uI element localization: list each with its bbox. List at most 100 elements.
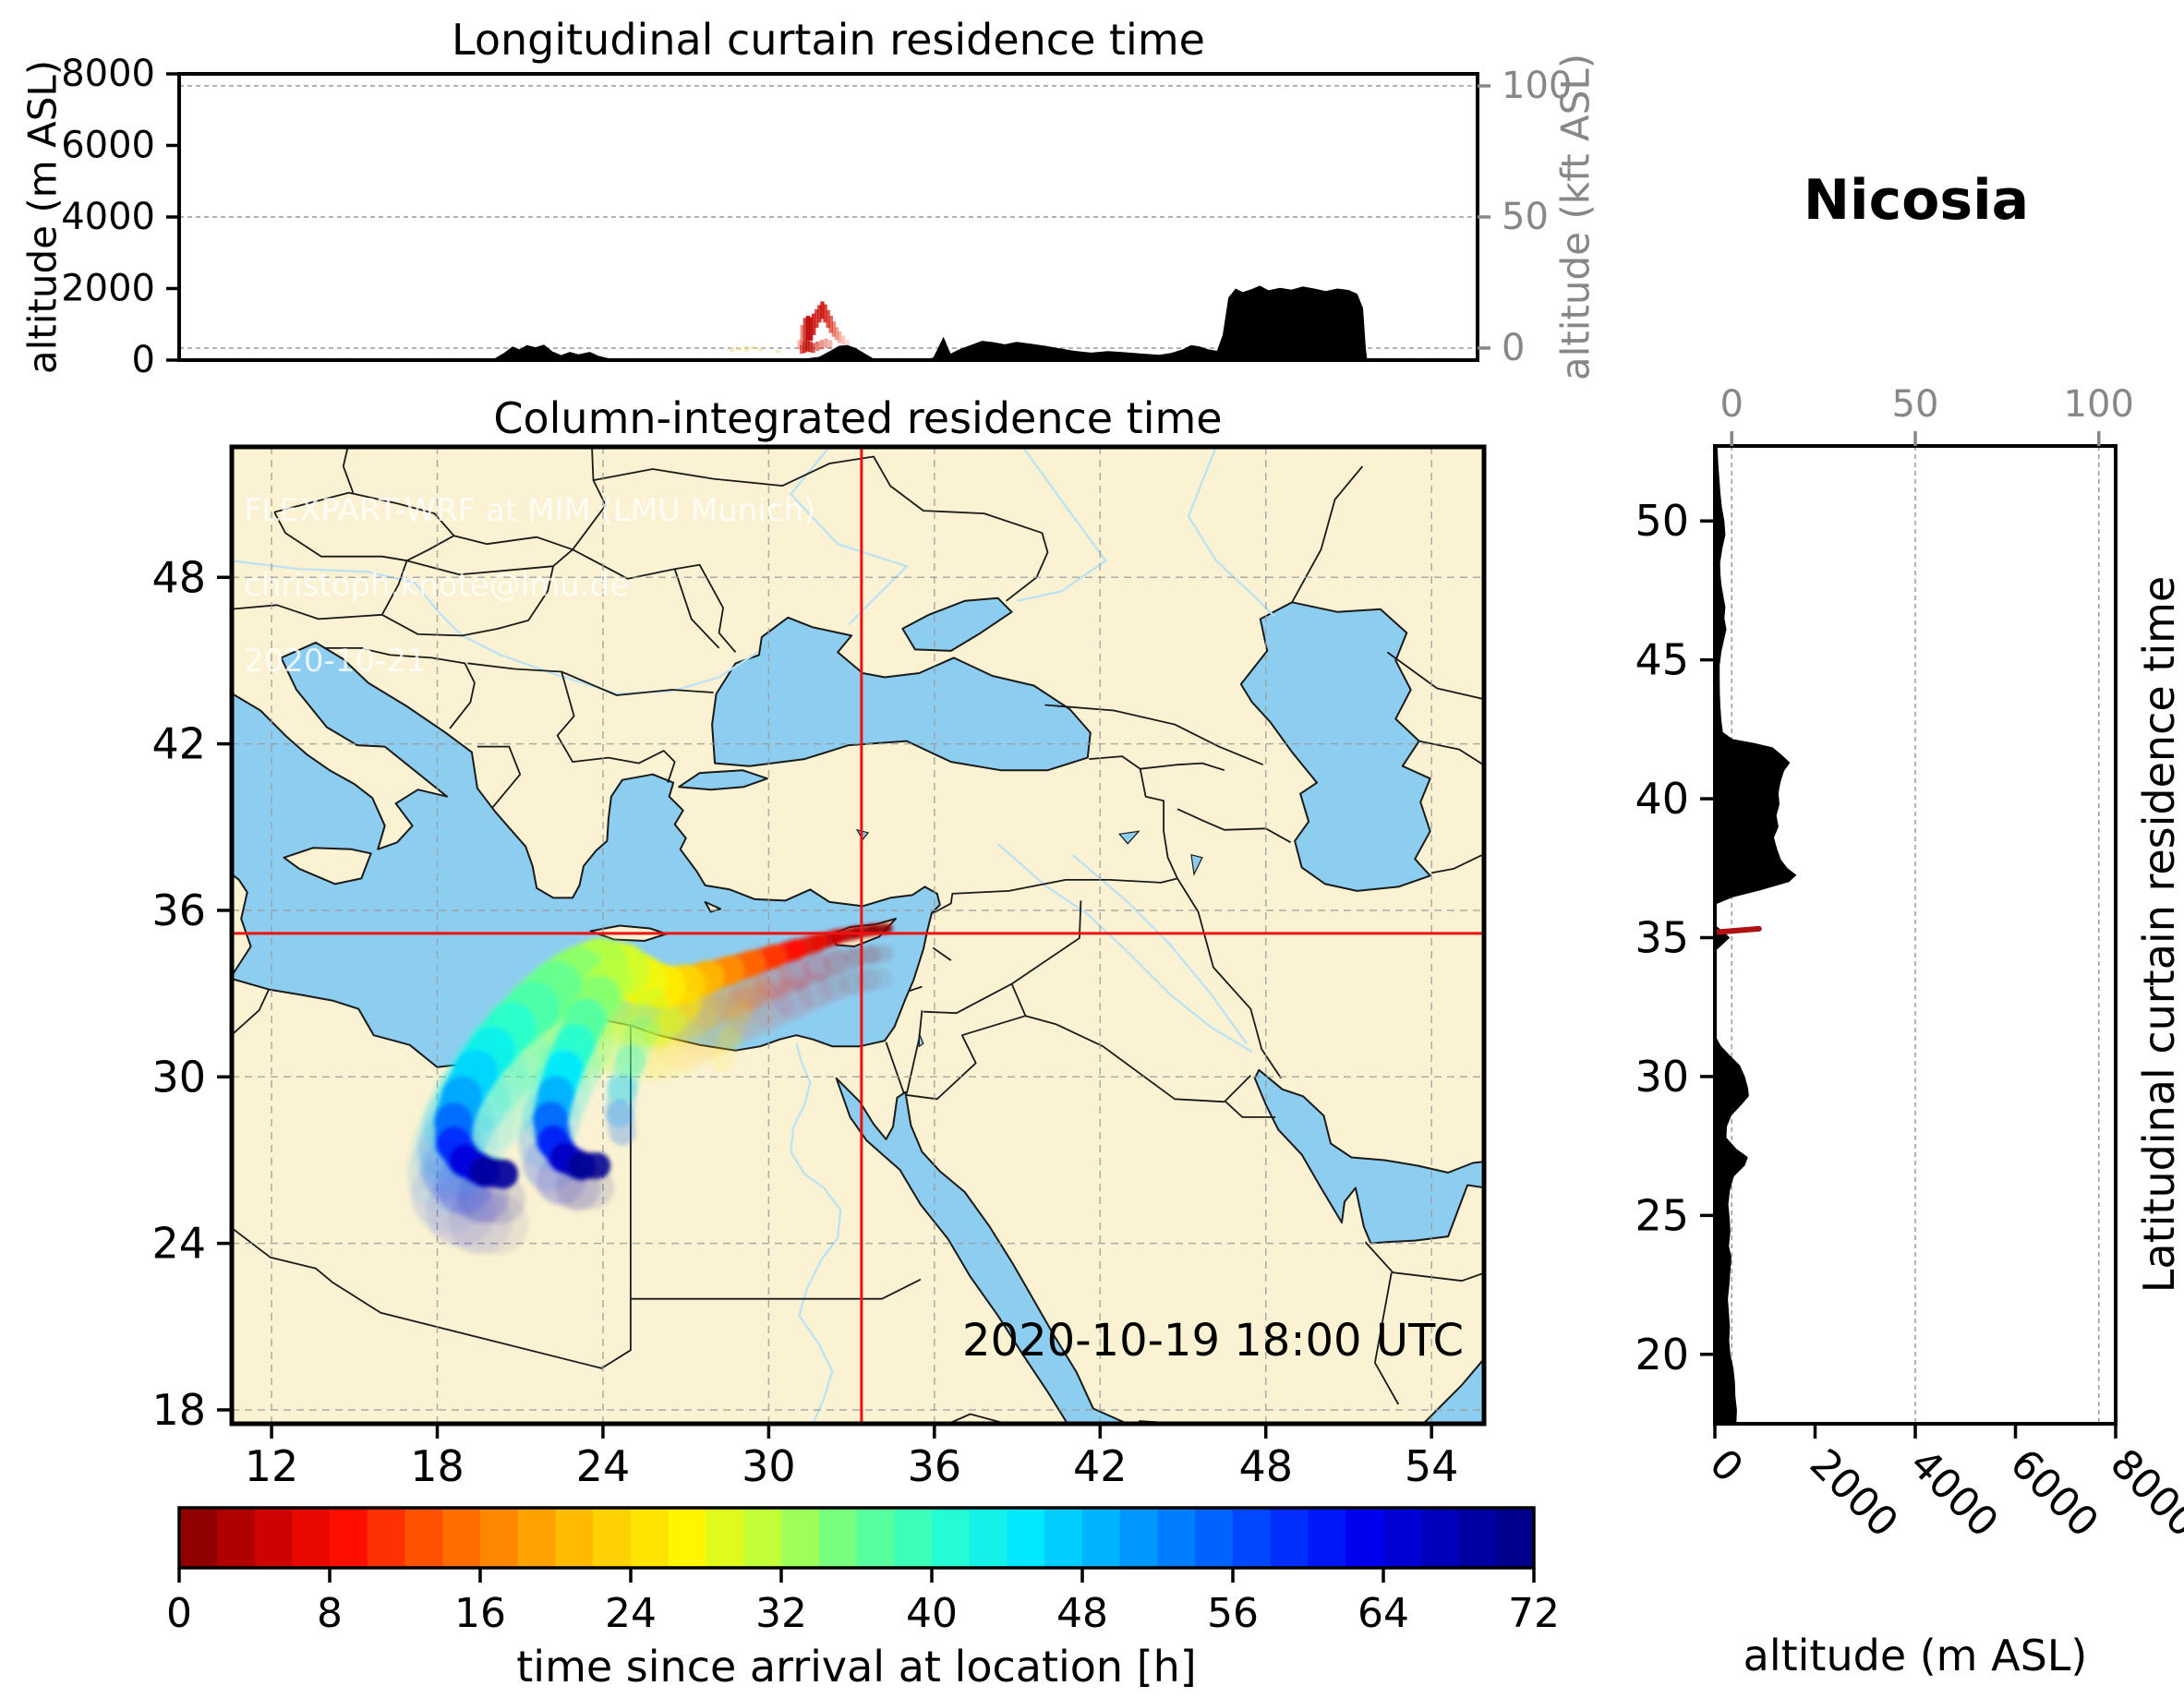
rp-kft-tick-label: 100 [2064,383,2134,426]
country-border [1225,1101,1276,1118]
black-sea [711,616,1092,772]
country-border [885,1042,905,1094]
river [1071,853,1248,1044]
residence-curtain-column [820,301,825,319]
country-border [593,455,1049,602]
colorbar-cell [404,1508,443,1568]
plume-segment [606,1100,636,1146]
map-lat-tick-label: 48 [151,552,206,602]
country-border [1291,465,1364,603]
country-border [381,566,554,637]
colorbar-tick-label: 24 [605,1590,657,1637]
residence-fleck [736,347,742,351]
lake-urmia [1190,853,1203,876]
colorbar-cell [442,1508,481,1568]
colorbar-tick-label: 16 [454,1590,506,1637]
residence-curtain-column [805,315,811,341]
map-lon-tick-label: 18 [410,1441,465,1491]
residence-curtain-column [826,309,830,329]
colorbar-cell [480,1508,519,1568]
colorbar-cell [1157,1508,1196,1568]
residence-curtain-column [823,304,827,323]
station-title: Nicosia [1803,168,2030,233]
colorbar-cell [1119,1508,1159,1568]
residence-curtain-column [827,340,833,349]
terrain-profile-latitudinal [1715,446,1797,1424]
colorbar-label: time since arrival at location [h] [516,1642,1197,1692]
colorbar-cell [517,1508,557,1568]
latitudinal-curtain-panel [1715,446,2116,1424]
alt-m-tick-label: 2000 [61,268,155,310]
right-panel-xlabel: altitude (m ASL) [1743,1631,2088,1680]
plume-layer [405,922,894,1255]
plume-segment [448,1190,529,1255]
residence-curtain-column [802,341,807,354]
watermark-line-3: 2020-10-21 [244,642,427,680]
map-title: Column-integrated residence time [493,393,1223,443]
plume-segment [710,1027,742,1072]
colorbar-cell [932,1508,971,1568]
residence-curtain-column [815,341,820,351]
crosshair-layer [232,447,1484,1424]
rp-kft-tick-label: 50 [1892,383,1939,426]
country-border [1044,704,1264,766]
country-border [1364,1241,1484,1283]
country-border [273,491,455,562]
colorbar-cell [1345,1508,1384,1568]
watermark-line-2: christoph.knote@lmu.de [244,567,630,605]
residence-curtain-column [828,315,833,333]
longitudinal-panel-axes: 0 2000 4000 6000 8000 0 50 100 [61,53,1572,381]
residence-curtain-column [837,331,842,343]
colorbar-cell [179,1508,218,1568]
colorbar-cell [292,1508,331,1568]
rp-alt-tick-label: 6000 [2001,1440,2107,1547]
colorbar-cell [781,1508,820,1568]
map-lat-tick-label: 18 [151,1385,206,1435]
rp-lat-tick-label: 30 [1635,1052,1689,1102]
country-border [572,548,737,653]
colorbar-cell [1233,1508,1272,1568]
colorbar-cell [330,1508,368,1568]
colorbar-tick-label: 64 [1357,1590,1409,1637]
country-border [1374,1272,1400,1405]
plume-segment [469,1156,519,1189]
map-lat-tick-label: 36 [151,885,206,935]
map-lon-tick-label: 30 [742,1441,796,1491]
country-border [1176,808,1292,844]
country-border [1386,651,1484,701]
map-watermark: FLEXPART-WRF at MIM (LMU Munich) christo… [244,454,815,718]
map-lon-tick-label: 36 [908,1441,962,1491]
residence-curtain-column [817,305,822,323]
colorbar-cell [818,1508,858,1568]
colorbar-cell [216,1508,256,1568]
residence-fleck [751,345,756,350]
colorbar-cell [668,1508,707,1568]
colorbar-cell [1308,1508,1346,1568]
longitudinal-curtain-panel [179,74,1478,360]
alt-m-tick-label: 8000 [61,53,155,95]
colorbar-cell [1496,1508,1535,1568]
map-lon-tick-label: 24 [576,1441,631,1491]
colorbar-cell [1082,1508,1121,1568]
alt-m-tick-label: 0 [132,339,155,381]
right-panel-ylabel: Latitudinal curtain residence time [2134,575,2184,1294]
rp-lat-tick-label: 40 [1635,774,1689,824]
residence-curtain-column [808,317,814,342]
country-border [359,647,476,729]
country-border [232,989,270,1059]
country-border [467,662,714,696]
river [996,842,1253,1054]
alt-kft-tick-label: 0 [1502,327,1525,369]
sea-of-azov [901,596,1013,652]
alt-m-tick-label: 4000 [61,196,155,238]
country-border [1176,877,1282,1079]
country-border [1139,768,1178,879]
country-border [342,448,355,493]
colorbar-cell [1458,1508,1497,1568]
country-border [1418,740,1484,766]
residence-fleck [743,346,749,352]
map-lat-tick-label: 42 [151,719,206,769]
river [789,447,909,626]
terrain-profile-longitudinal [179,285,1478,360]
residence-curtain-column [819,340,825,350]
